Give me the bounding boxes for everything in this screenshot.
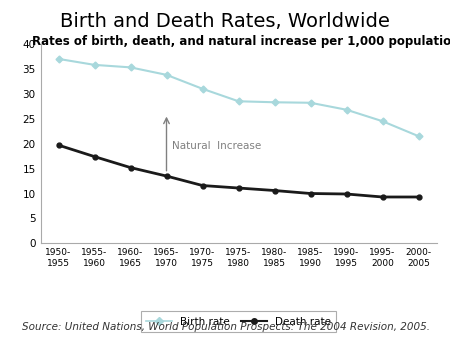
Text: Birth and Death Rates, Worldwide: Birth and Death Rates, Worldwide: [60, 12, 390, 31]
Text: Source: United Nations, World Population Prospects: The 2004 Revision, 2005.: Source: United Nations, World Population…: [22, 322, 431, 332]
Legend: Birth rate, Death rate: Birth rate, Death rate: [141, 311, 336, 332]
Text: Rates of birth, death, and natural increase per 1,000 population: Rates of birth, death, and natural incre…: [32, 35, 450, 48]
Text: Natural  Increase: Natural Increase: [172, 141, 261, 151]
